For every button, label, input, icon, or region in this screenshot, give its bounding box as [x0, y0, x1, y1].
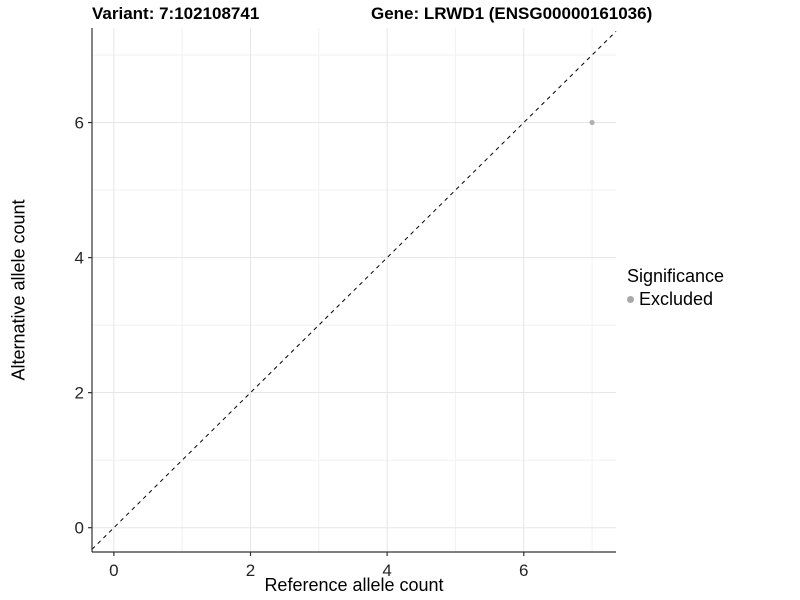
y-tick-label: 4	[75, 249, 84, 268]
legend-item-label: Excluded	[639, 289, 714, 309]
excluded-point-icon	[627, 296, 634, 303]
x-tick-label: 2	[246, 561, 255, 580]
legend-title: Significance	[627, 266, 725, 286]
y-tick-label: 6	[75, 114, 84, 133]
plot-title-gene: Gene: LRWD1 (ENSG00000161036)	[371, 4, 653, 23]
x-tick-label: 6	[519, 561, 528, 580]
y-tick-label: 0	[75, 519, 84, 538]
y-axis-title: Alternative allele count	[8, 199, 29, 381]
data-point	[589, 119, 595, 126]
x-axis-title: Reference allele count	[264, 575, 444, 595]
legend: Significance Excluded	[627, 266, 724, 310]
identity-dashed-line	[91, 31, 617, 550]
x-tick-label: 0	[109, 561, 118, 580]
legend-item-excluded: Excluded	[627, 289, 724, 310]
plot-title-variant: Variant: 7:102108741	[92, 4, 260, 23]
x-tick-label: 4	[382, 561, 391, 580]
y-tick-label: 2	[75, 384, 84, 403]
